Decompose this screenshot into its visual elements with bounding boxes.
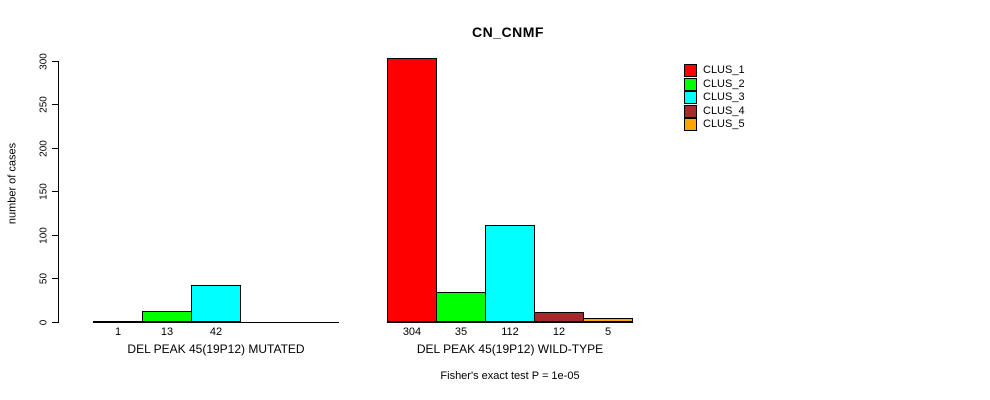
y-tick-label: 300 <box>38 53 50 70</box>
group-axis-label: DEL PEAK 45(19P12) WILD-TYPE <box>416 342 604 356</box>
bar-value-label: 13 <box>160 326 174 338</box>
legend-label: CLUS_2 <box>703 78 745 90</box>
y-tick-label: 0 <box>38 319 50 326</box>
y-tick-mark <box>52 191 58 192</box>
legend-swatch-clus_3 <box>684 91 697 104</box>
legend-entry: CLUS_3 <box>684 91 745 104</box>
legend-label: CLUS_4 <box>703 105 745 117</box>
y-tick-label: 50 <box>38 272 50 285</box>
legend-label: CLUS_5 <box>703 118 745 130</box>
fisher-test-annotation: Fisher's exact test P = 1e-05 <box>440 370 580 382</box>
y-tick-mark <box>52 61 58 62</box>
y-axis-label: number of cases <box>6 142 19 225</box>
group-axis-label: DEL PEAK 45(19P12) MUTATED <box>127 342 305 356</box>
bar-clus_1-group1 <box>93 321 143 323</box>
chart-title: CN_CNMF <box>472 24 544 40</box>
legend-entry: CLUS_2 <box>684 78 745 91</box>
x-axis-baseline <box>93 322 339 323</box>
bar-clus_3-group2 <box>485 225 535 322</box>
bar-value-label: 5 <box>604 326 612 338</box>
bar-value-label: 1 <box>114 326 122 338</box>
bar-value-label: 42 <box>209 326 223 338</box>
y-tick-label: 100 <box>38 227 50 244</box>
legend-entry: CLUS_5 <box>684 118 745 131</box>
y-tick-mark <box>52 148 58 149</box>
bar-clus_2-group2 <box>436 292 486 322</box>
legend-entry: CLUS_4 <box>684 105 745 118</box>
y-tick-label: 250 <box>38 96 50 113</box>
y-tick-mark <box>52 104 58 105</box>
bar-clus_1-group2 <box>387 58 437 322</box>
legend-entry: CLUS_1 <box>684 64 745 77</box>
bar-clus_5-group2 <box>583 318 633 322</box>
x-axis-baseline <box>387 322 633 323</box>
bar-value-label: 304 <box>402 326 422 338</box>
legend-swatch-clus_1 <box>684 64 697 77</box>
legend-label: CLUS_1 <box>703 64 745 76</box>
legend-label: CLUS_3 <box>703 91 745 103</box>
legend-swatch-clus_5 <box>684 118 697 131</box>
y-tick-mark <box>52 278 58 279</box>
bar-value-label: 112 <box>501 326 519 338</box>
y-tick-label: 150 <box>38 183 50 200</box>
bar-clus_2-group1 <box>142 311 192 322</box>
y-tick-mark <box>52 235 58 236</box>
legend-swatch-clus_2 <box>684 78 697 91</box>
bar-value-label: 12 <box>552 326 566 338</box>
bar-clus_4-group2 <box>534 312 584 322</box>
y-tick-mark <box>52 322 58 323</box>
y-tick-label: 200 <box>38 140 50 157</box>
y-axis-line <box>58 61 59 323</box>
bar-value-label: 35 <box>454 326 468 338</box>
bar-clus_3-group1 <box>191 285 241 322</box>
legend-swatch-clus_4 <box>684 105 697 118</box>
